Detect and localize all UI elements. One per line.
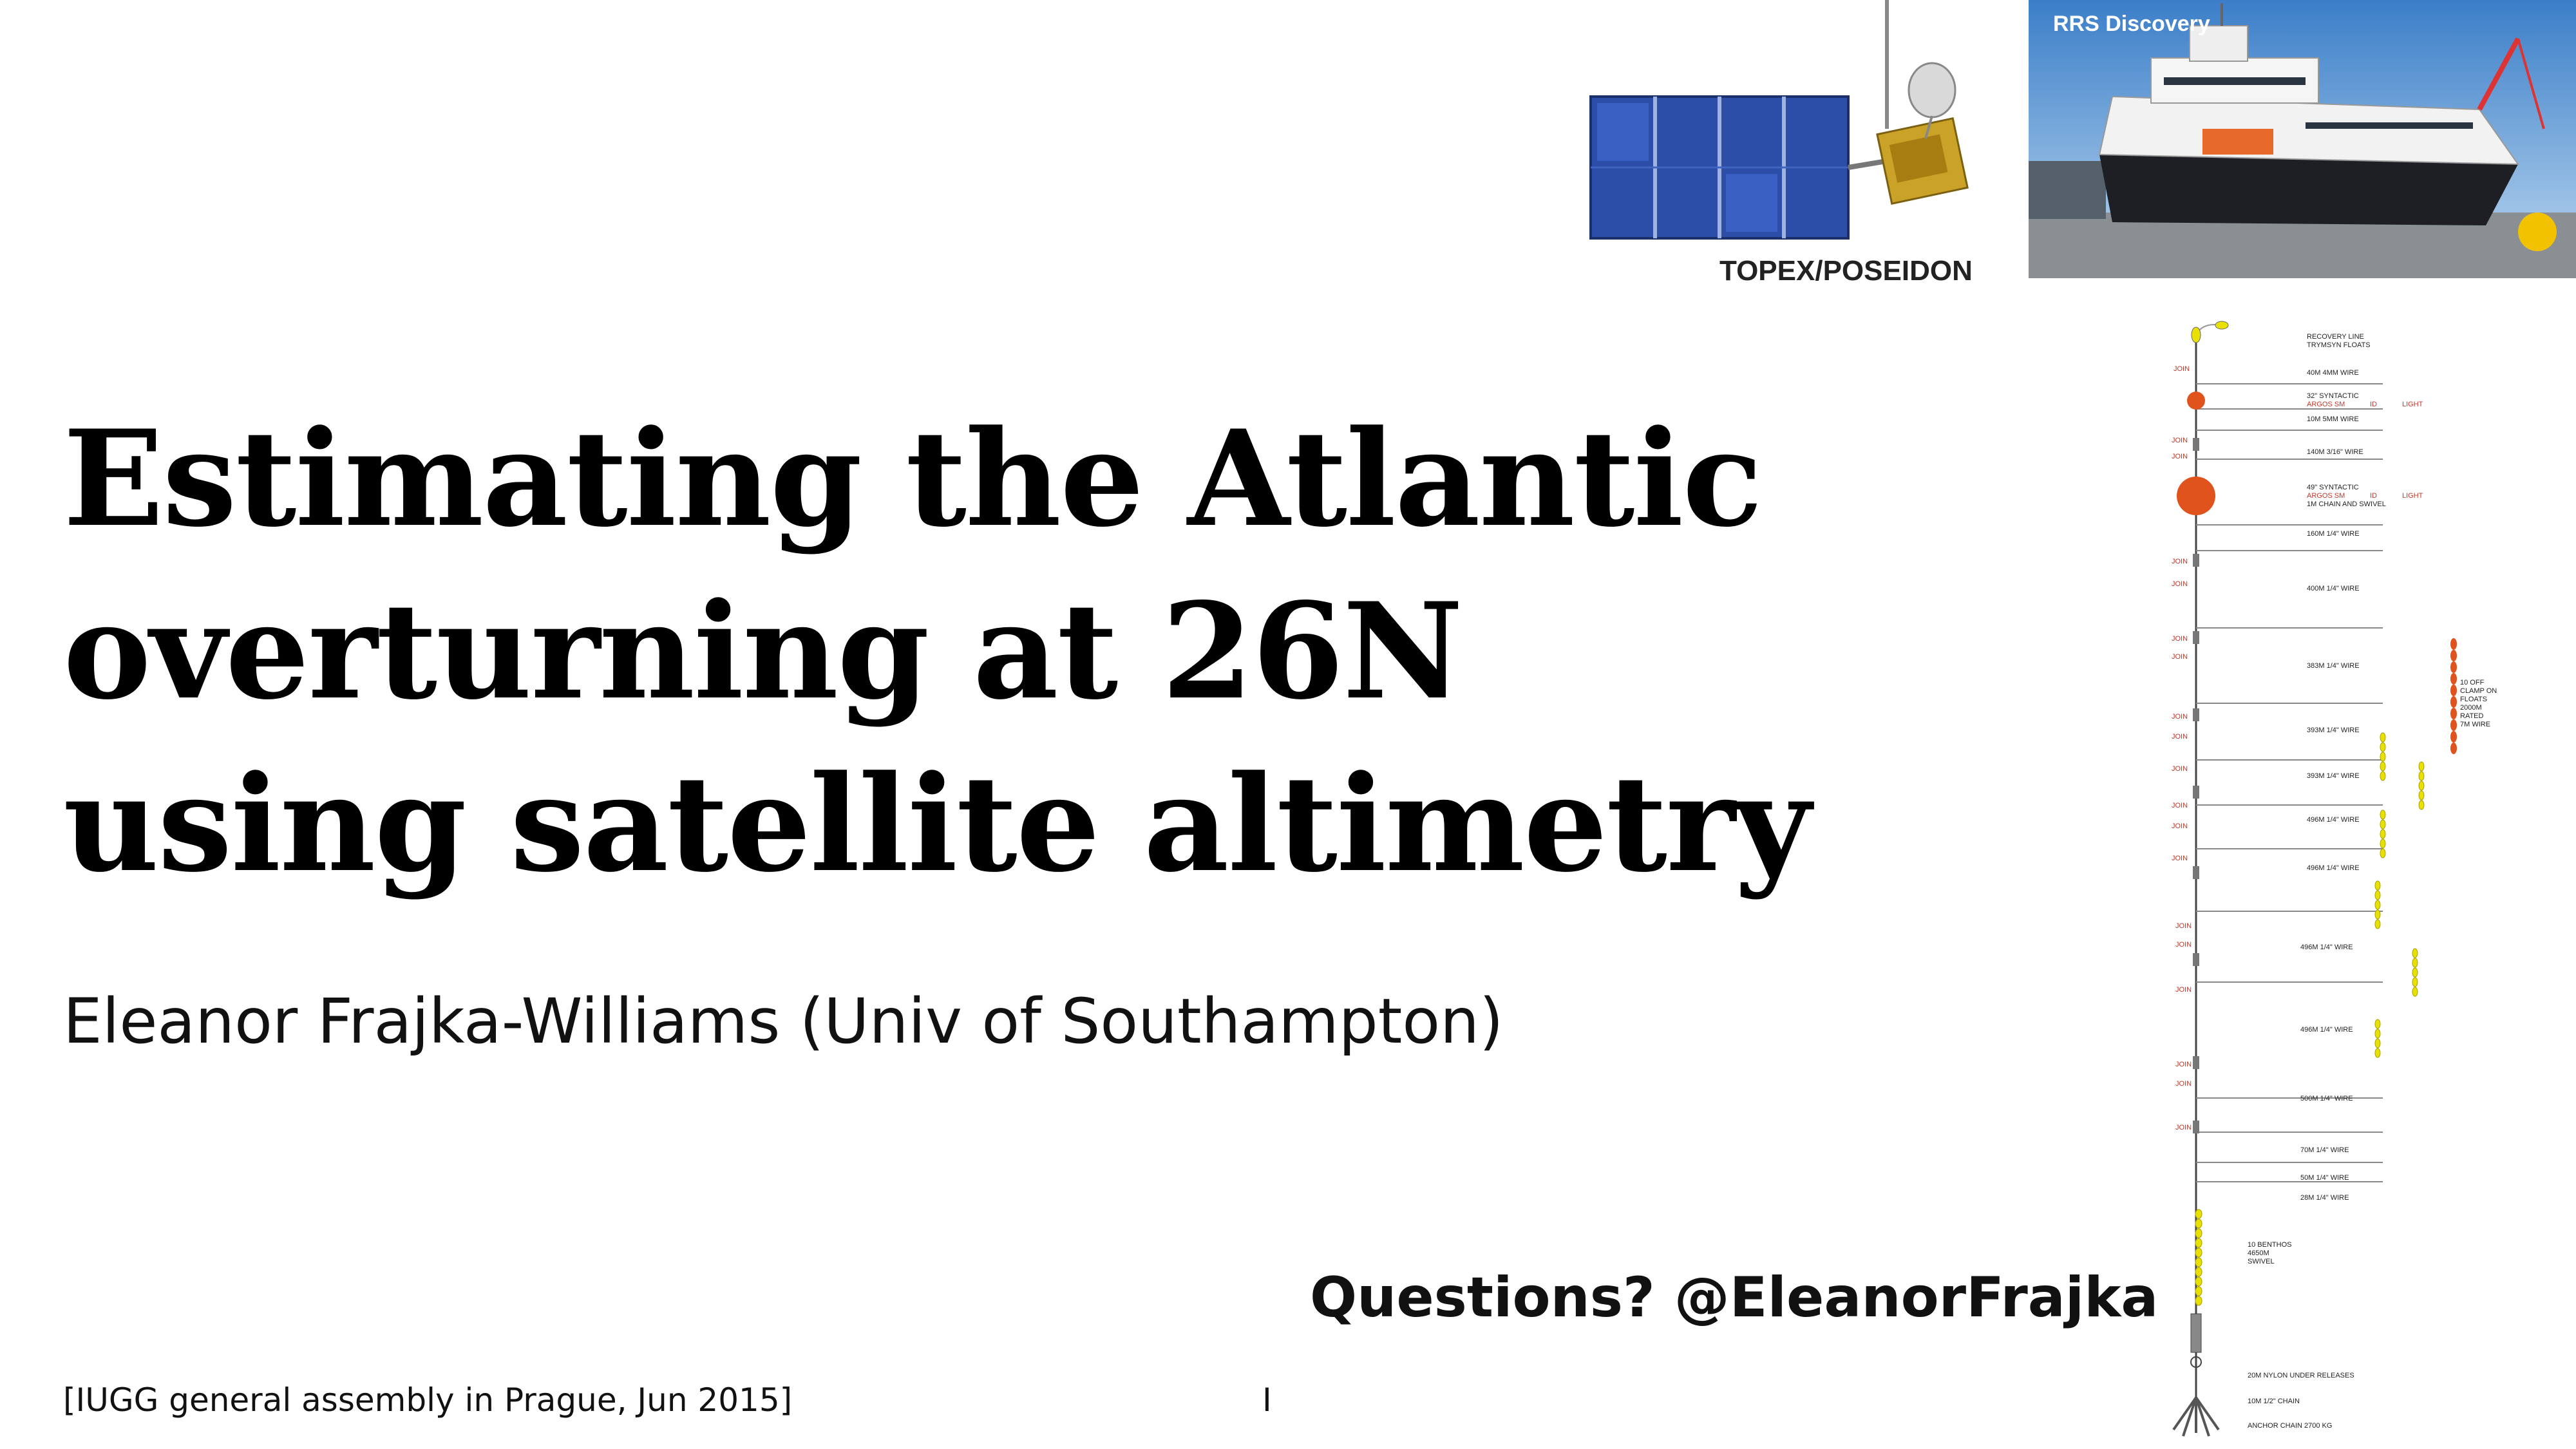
satellite-caption: TOPEX/POSEIDON	[1719, 255, 1973, 287]
mooring-label: 140M 3/16" WIRE	[2307, 448, 2363, 456]
mooring-label: 40M 4MM WIRE	[2307, 369, 2359, 377]
questions-contact: Questions? @EleanorFrajka	[1310, 1265, 2159, 1330]
argos-label: ARGOS SM	[2307, 401, 2345, 408]
join-label: JOIN	[2172, 822, 2188, 830]
join-label: JOIN	[2172, 453, 2188, 460]
mooring-label: 20M NYLON UNDER RELEASES	[2248, 1372, 2354, 1379]
clamp-label: 10 OFF	[2460, 679, 2485, 687]
mooring-label: 496M 1/4" WIRE	[2307, 864, 2360, 872]
satellite-bus	[1876, 117, 1969, 205]
mooring-label: 160M 1/4" WIRE	[2307, 530, 2360, 538]
mooring-label: 500M 1/4" WIRE	[2300, 1095, 2353, 1103]
join-label: JOIN	[2175, 941, 2192, 949]
clamp-label: 7M WIRE	[2460, 721, 2490, 728]
float-49-syntactic	[2177, 477, 2215, 515]
benthos-label: SWIVEL	[2248, 1258, 2275, 1265]
id-label: ID	[2370, 492, 2377, 500]
join-label: JOIN	[2172, 558, 2188, 565]
mooring-label: 28M 1/4" WIRE	[2300, 1194, 2349, 1202]
argos-label: ARGOS SM	[2307, 492, 2345, 500]
join-label: JOIN	[2172, 653, 2188, 661]
ship-crane	[2477, 37, 2545, 129]
mooring-label: 393M 1/4" WIRE	[2307, 726, 2360, 734]
clamp-label: RATED	[2460, 712, 2484, 720]
mooring-diagram: JOIN JOIN JOIN JOIN JOIN JOIN JOIN JOIN …	[2172, 321, 2497, 1437]
mooring-label: 496M 1/4" WIRE	[2300, 1026, 2353, 1034]
join-label: JOIN	[2172, 855, 2188, 862]
mooring-label: 1M CHAIN AND SWIVEL	[2307, 500, 2386, 508]
title-line-2: overturning at 26N	[63, 574, 1463, 729]
mooring-label: 393M 1/4" WIRE	[2307, 772, 2360, 780]
slide-title: Estimating the Atlantic overturning at 2…	[63, 393, 1811, 911]
light-label: LIGHT	[2402, 492, 2423, 500]
benthos-label: 4650M	[2248, 1249, 2269, 1257]
join-label: JOIN	[2175, 1080, 2192, 1088]
title-line-3: using satellite altimetry	[63, 747, 1811, 902]
author-line: Eleanor Frajka-Williams (Univ of Southam…	[63, 985, 1504, 1057]
ship-hull	[2098, 3, 2519, 225]
benthos-label: 10 BENTHOS	[2248, 1241, 2291, 1249]
light-label: LIGHT	[2402, 401, 2423, 408]
mooring-label: 10M 5MM WIRE	[2307, 415, 2359, 423]
anchor-icon	[2172, 1396, 2220, 1437]
solar-panel-array	[1589, 95, 1850, 240]
join-label: JOIN	[2175, 986, 2192, 994]
mooring-label: 50M 1/4" WIRE	[2300, 1174, 2349, 1182]
join-label: JOIN	[2174, 365, 2190, 373]
mooring-label: 496M 1/4" WIRE	[2307, 816, 2360, 824]
join-label: JOIN	[2172, 635, 2188, 643]
float-32-syntactic	[2187, 392, 2205, 410]
footer-citation: [IUGG general assembly in Prague, Jun 20…	[63, 1381, 793, 1419]
mooring-label: 496M 1/4" WIRE	[2300, 943, 2353, 951]
mooring-label: 70M 1/4" WIRE	[2300, 1146, 2349, 1154]
antenna-dish	[1908, 62, 1956, 118]
mooring-label: TRYMSYN FLOATS	[2307, 341, 2371, 349]
mooring-label: 32" SYNTACTIC	[2307, 392, 2359, 400]
mooring-label: ANCHOR CHAIN 2700 KG	[2248, 1422, 2332, 1430]
join-label: JOIN	[2172, 765, 2188, 773]
topex-satellite-image	[1589, 0, 1969, 240]
clamp-label: FLOATS	[2460, 696, 2487, 703]
mooring-label: 383M 1/4" WIRE	[2307, 662, 2360, 670]
clamp-label: CLAMP ON	[2460, 687, 2497, 695]
mooring-label: 400M 1/4" WIRE	[2307, 585, 2360, 592]
ship-caption: RRS Discovery	[2053, 12, 2210, 36]
yellow-buoy	[2518, 213, 2557, 251]
mooring-label: 49" SYNTACTIC	[2307, 484, 2359, 491]
mooring-label: 10M 1/2" CHAIN	[2248, 1397, 2300, 1405]
rrs-discovery-photo	[2029, 0, 2576, 278]
page-number: I	[1262, 1381, 1272, 1419]
id-label: ID	[2370, 401, 2377, 408]
join-label: JOIN	[2172, 580, 2188, 588]
join-label: JOIN	[2172, 713, 2188, 721]
title-line-1: Estimating the Atlantic	[63, 402, 1763, 556]
join-label: JOIN	[2172, 733, 2188, 741]
join-label: JOIN	[2172, 802, 2188, 810]
join-label: JOIN	[2172, 437, 2188, 444]
mooring-label: RECOVERY LINE	[2307, 333, 2364, 341]
join-label: JOIN	[2175, 1061, 2192, 1068]
join-label: JOIN	[2175, 922, 2192, 930]
clamp-label: 2000M	[2460, 704, 2482, 712]
acoustic-release	[2190, 1313, 2202, 1353]
join-label: JOIN	[2175, 1124, 2192, 1132]
